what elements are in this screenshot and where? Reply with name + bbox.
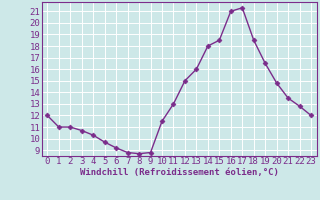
X-axis label: Windchill (Refroidissement éolien,°C): Windchill (Refroidissement éolien,°C)	[80, 168, 279, 177]
